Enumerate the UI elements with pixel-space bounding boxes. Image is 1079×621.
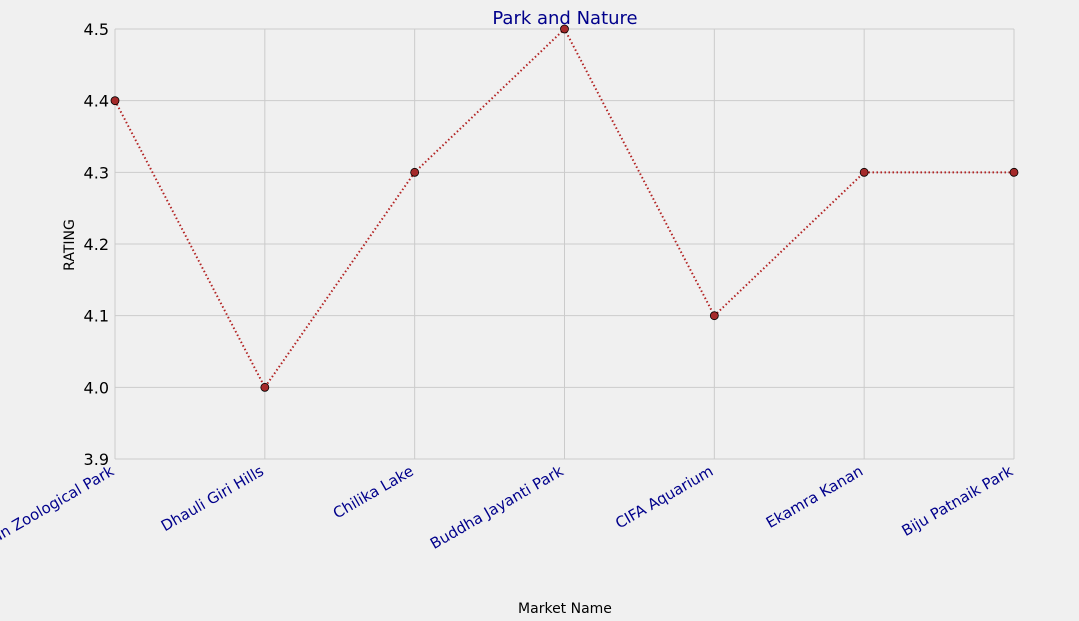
- y-axis-ticks: 3.9 4.0 4.1 4.2 4.3 4.4 4.5: [84, 20, 109, 469]
- y-tick-label: 4.0: [84, 378, 109, 397]
- y-tick-label: 3.9: [84, 450, 109, 469]
- y-tick-label: 4.1: [84, 307, 109, 326]
- data-markers: [110, 24, 1019, 392]
- chart-title: Park and Nature: [492, 8, 637, 29]
- x-tick-label: Dhauli Giri Hills: [158, 462, 267, 535]
- data-point: [709, 311, 719, 321]
- data-point: [1009, 167, 1019, 177]
- x-tick-label: Chilika Lake: [330, 462, 417, 522]
- x-tick-label: Buddha Jayanti Park: [427, 462, 567, 553]
- data-point: [859, 167, 869, 177]
- x-tick-label: Nandankanan Zoological Park: [0, 462, 117, 589]
- x-tick-label: CIFA Aquarium: [612, 462, 716, 533]
- data-point: [560, 24, 569, 34]
- data-point: [110, 96, 120, 106]
- x-tick-label: Biju Patnaik Park: [899, 462, 1017, 540]
- x-axis-ticks: Nandankanan Zoological Park Dhauli Giri H…: [0, 462, 1016, 589]
- y-tick-label: 4.4: [84, 92, 109, 111]
- data-point: [260, 382, 270, 392]
- x-axis-label: Market Name: [518, 601, 612, 617]
- y-tick-label: 4.2: [84, 235, 109, 254]
- data-point: [410, 167, 420, 177]
- y-tick-label: 4.3: [84, 163, 109, 182]
- x-tick-label: Ekamra Kanan: [763, 462, 866, 532]
- y-tick-label: 4.5: [84, 20, 109, 39]
- grid-lines: [114, 28, 1015, 460]
- y-axis-label: RATING: [62, 219, 78, 271]
